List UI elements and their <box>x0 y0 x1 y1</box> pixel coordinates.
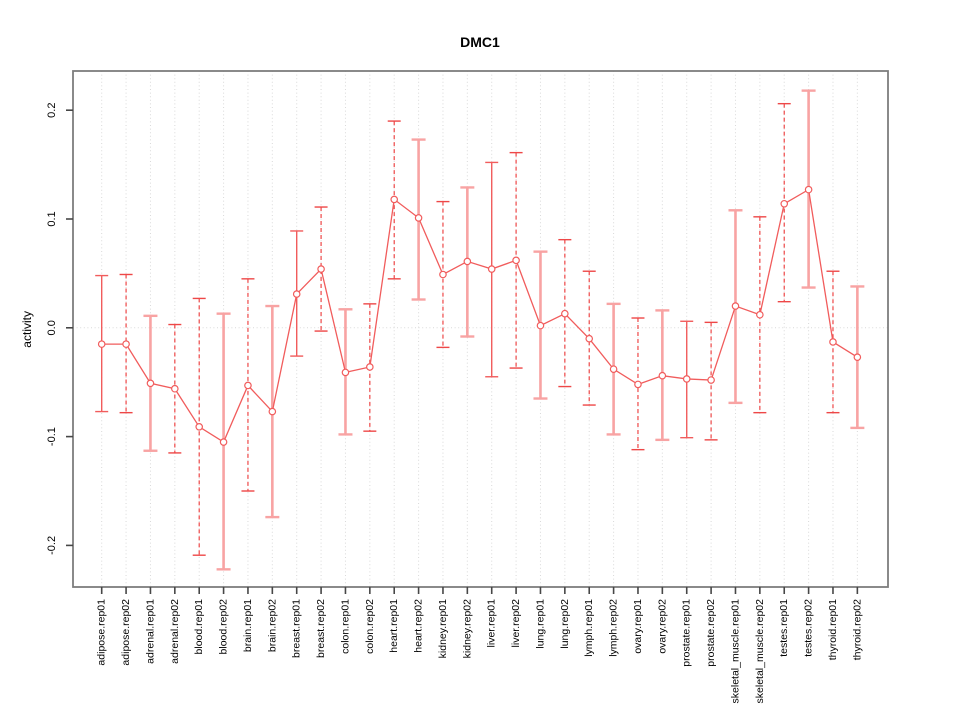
x-tick-label: prostate.rep01 <box>681 599 693 667</box>
series-line <box>101 188 858 443</box>
x-tick-label: thyroid.rep01 <box>827 599 839 660</box>
data-point <box>414 214 423 222</box>
x-tick-label: breast.rep01 <box>291 599 303 658</box>
data-point <box>561 309 569 318</box>
x-tick-label: liver.rep02 <box>510 599 522 648</box>
data-point <box>512 256 520 265</box>
data-point <box>609 365 618 373</box>
y-tick-label: 0.0 <box>46 320 58 335</box>
data-point <box>487 265 496 273</box>
data-point <box>634 380 642 389</box>
y-axis-title-container: activity <box>18 71 36 587</box>
data-point <box>292 290 301 298</box>
y-tick-label: 0.2 <box>46 103 58 118</box>
data-point <box>682 375 691 383</box>
x-tick-label: brain.rep01 <box>242 599 254 652</box>
data-point <box>853 353 862 361</box>
x-tick-label: prostate.rep02 <box>705 599 717 667</box>
data-point <box>146 379 155 388</box>
data-point <box>439 270 447 279</box>
x-tick-label: kidney.rep02 <box>461 599 473 659</box>
x-tick-label: testes.rep02 <box>803 599 815 657</box>
data-point <box>804 185 813 194</box>
x-tick-label: adrenal.rep02 <box>169 599 181 664</box>
x-tick-label: lung.rep02 <box>559 599 571 649</box>
data-point <box>585 334 594 343</box>
x-tick-label: blood.rep02 <box>218 599 230 655</box>
y-axis-title: activity <box>20 310 34 348</box>
data-point <box>707 376 715 384</box>
x-tick-label: skeletal_muscle.rep01 <box>729 599 741 704</box>
x-tick-label: breast.rep02 <box>315 599 327 658</box>
x-tick-label: colon.rep02 <box>364 599 376 654</box>
data-point <box>658 371 667 380</box>
x-tick-label: heart.rep01 <box>388 599 400 653</box>
x-tick-label: lung.rep01 <box>534 599 546 649</box>
data-point <box>390 195 399 204</box>
chart-title: DMC1 <box>460 34 500 50</box>
x-tick-label: lymph.rep01 <box>583 599 595 657</box>
x-tick-label: liver.rep01 <box>486 599 498 648</box>
data-point <box>341 368 350 377</box>
data-point <box>171 384 179 393</box>
y-tick-label: 0.1 <box>46 211 58 226</box>
y-tick-label: -0.1 <box>46 427 58 446</box>
data-point <box>97 340 106 348</box>
data-point <box>219 438 228 446</box>
x-tick-label: brain.rep02 <box>266 599 278 652</box>
data-point <box>536 321 545 330</box>
x-tick-label: ovary.rep02 <box>656 599 668 654</box>
x-tick-label: testes.rep01 <box>778 599 790 657</box>
plot-border <box>72 70 889 588</box>
data-point <box>463 257 472 266</box>
data-point <box>122 340 130 348</box>
x-tick-label: adipose.rep02 <box>120 599 132 666</box>
data-point <box>731 302 740 310</box>
x-tick-label: heart.rep02 <box>413 599 425 653</box>
data-point <box>366 363 374 371</box>
x-tick-label: lymph.rep02 <box>608 599 620 657</box>
y-tick-label: -0.2 <box>46 536 58 555</box>
data-point <box>244 381 252 390</box>
x-tick-label: colon.rep01 <box>339 599 351 654</box>
data-point <box>780 199 789 208</box>
x-tick-label: adipose.rep01 <box>96 599 108 666</box>
x-tick-label: blood.rep01 <box>193 599 205 655</box>
data-point <box>195 423 204 431</box>
x-tick-label: thyroid.rep02 <box>851 599 863 660</box>
data-point <box>317 265 325 273</box>
data-point <box>829 338 837 346</box>
x-tick-label: ovary.rep01 <box>632 599 644 654</box>
data-point <box>756 310 764 319</box>
x-tick-label: kidney.rep01 <box>437 599 449 659</box>
x-tick-label: skeletal_muscle.rep02 <box>754 599 766 704</box>
data-point <box>268 407 277 416</box>
x-tick-label: adrenal.rep01 <box>144 599 156 664</box>
